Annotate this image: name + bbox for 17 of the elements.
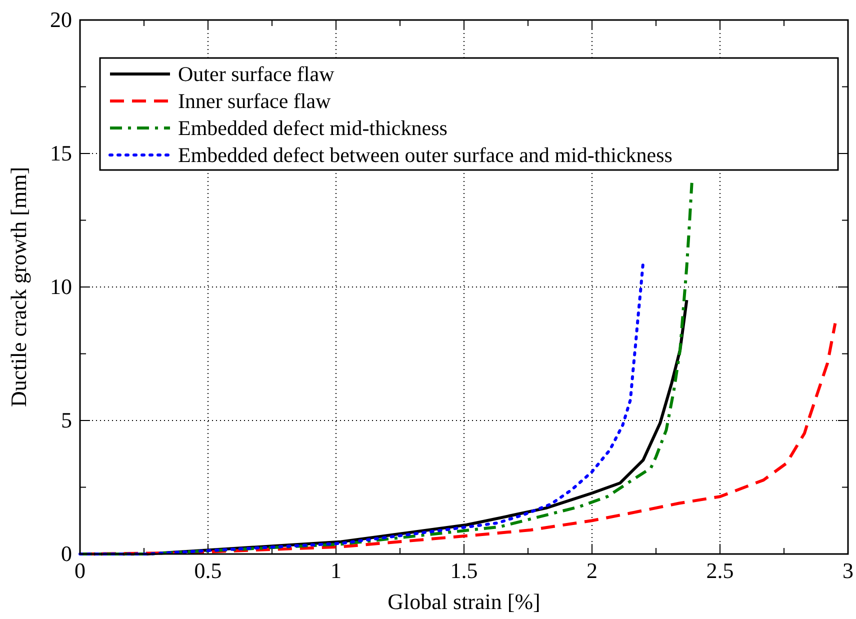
legend-label: Embedded defect mid-thickness	[178, 116, 448, 140]
legend-label: Inner surface flaw	[178, 89, 332, 113]
y-tick-label: 0	[61, 541, 72, 566]
x-tick-label: 1.5	[450, 558, 478, 583]
legend-label: Embedded defect between outer surface and mid-thickness	[178, 143, 672, 167]
x-axis-title: Global strain [%]	[388, 589, 540, 614]
y-tick-label: 15	[50, 140, 72, 166]
y-tick-label: 5	[61, 408, 72, 432]
x-tick-label: 2.5	[706, 558, 734, 583]
x-tick-label: 2	[586, 558, 598, 583]
legend-label: Outer surface flaw	[178, 62, 336, 86]
y-tick-label: 20	[50, 7, 72, 32]
x-tick-label: 0.5	[194, 558, 222, 583]
x-tick-label: 3	[842, 558, 854, 583]
y-tick-label: 10	[50, 274, 72, 299]
x-tick-label: 1	[330, 558, 342, 583]
y-axis-title: Ductile crack growth [mm]	[6, 166, 31, 408]
